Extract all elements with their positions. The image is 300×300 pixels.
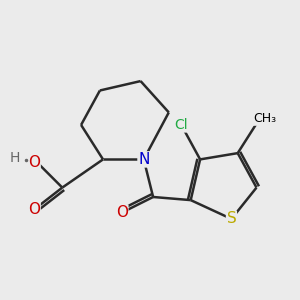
Text: O: O	[28, 202, 40, 217]
Text: S: S	[226, 212, 236, 226]
Text: H: H	[10, 151, 20, 165]
Text: O: O	[28, 155, 40, 170]
Text: Cl: Cl	[175, 118, 188, 132]
Text: N: N	[138, 152, 149, 167]
Text: O: O	[116, 205, 128, 220]
Text: CH₃: CH₃	[253, 112, 276, 125]
